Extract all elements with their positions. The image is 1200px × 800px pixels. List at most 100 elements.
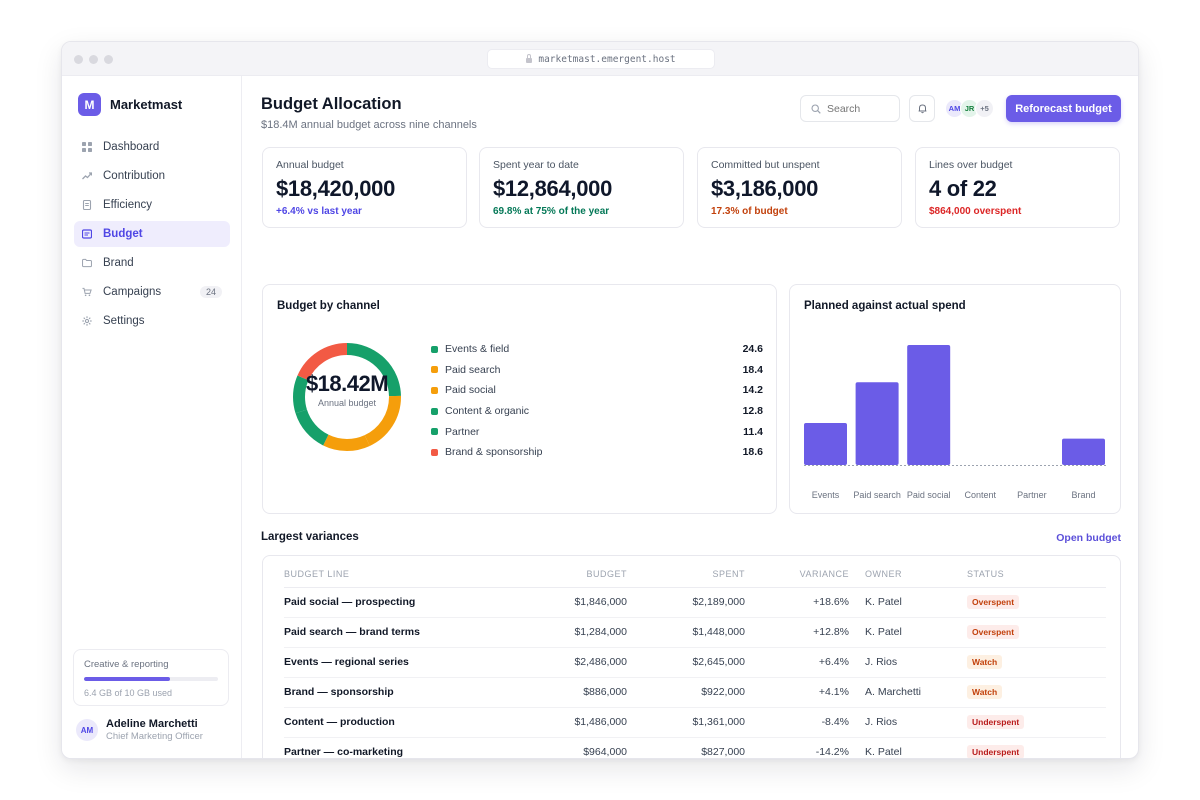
- notifications-button[interactable]: [909, 95, 935, 122]
- address-bar[interactable]: marketmast.emergent.host: [487, 49, 715, 69]
- status-badge: Overspent: [967, 625, 1020, 639]
- document-icon: [82, 200, 92, 210]
- legend-item[interactable]: Partner 11.4: [431, 421, 763, 442]
- donut-slice[interactable]: [293, 343, 401, 451]
- page-title: Budget Allocation: [261, 95, 402, 113]
- bar[interactable]: [855, 382, 899, 465]
- kpi-spent-ytd: Spent year to date $12,864,000 69.8% at …: [479, 147, 684, 228]
- donut-slice[interactable]: [293, 343, 401, 451]
- variances-table-body: Paid social — prospecting $1,846,000 $2,18…: [284, 587, 1106, 759]
- brand-logo: M: [78, 93, 101, 116]
- open-budget-link[interactable]: Open budget: [1056, 532, 1121, 544]
- sidebar: M Marketmast Dashboard Contribution E: [62, 76, 242, 758]
- status-badge: Overspent: [967, 595, 1020, 609]
- storage-title: Creative & reporting: [84, 659, 169, 670]
- legend-value: 14.2: [742, 384, 763, 397]
- sidebar-item-label: Campaigns: [103, 286, 162, 298]
- channel-donut-chart: [293, 343, 401, 451]
- column-header-variance[interactable]: VARIANCE: [745, 562, 849, 588]
- cell-variance: +12.8%: [745, 617, 849, 648]
- donut-slice[interactable]: [293, 343, 401, 451]
- cell-owner: K. Patel: [849, 617, 967, 648]
- sidebar-item-budget[interactable]: Budget: [74, 221, 230, 247]
- window-minimize-dot[interactable]: [89, 55, 98, 64]
- bar[interactable]: [907, 345, 951, 465]
- legend-label: Paid search: [445, 363, 501, 376]
- search-input[interactable]: [827, 102, 895, 115]
- browser-chrome: marketmast.emergent.host: [62, 42, 1138, 76]
- cell-budget-line: Events — regional series: [284, 647, 502, 678]
- user-profile[interactable]: AM Adeline Marchetti Chief Marketing Off…: [76, 718, 203, 742]
- sidebar-item-efficiency[interactable]: Efficiency: [74, 192, 230, 218]
- campaigns-count-badge: 24: [199, 286, 222, 298]
- browser-window: marketmast.emergent.host M Marketmast Da…: [61, 41, 1139, 759]
- bell-icon: [918, 104, 926, 114]
- kpi-note: 69.8% at 75% of the year: [493, 206, 610, 217]
- sidebar-item-label: Budget: [103, 228, 143, 240]
- brand-name: Marketmast: [110, 97, 183, 112]
- cell-owner: J. Rios: [849, 707, 967, 738]
- legend-item[interactable]: Paid social 14.2: [431, 380, 763, 401]
- window-close-dot[interactable]: [74, 55, 83, 64]
- legend-swatch: [431, 448, 438, 456]
- cart-icon: [82, 287, 92, 297]
- table-row[interactable]: Events — regional series $2,486,000 $2,645…: [284, 647, 1106, 678]
- column-header-owner[interactable]: OWNER: [849, 562, 967, 588]
- cell-budget: $1,486,000: [502, 707, 627, 738]
- sidebar-item-label: Brand: [103, 257, 134, 269]
- sidebar-item-label: Dashboard: [103, 141, 160, 153]
- window-maximize-dot[interactable]: [104, 55, 113, 64]
- reforecast-budget-button[interactable]: Reforecast budget: [1006, 95, 1121, 122]
- cell-budget: $2,486,000: [502, 647, 627, 678]
- legend-swatch: [431, 407, 438, 415]
- sidebar-item-brand[interactable]: Brand: [74, 250, 230, 276]
- grid-icon: [82, 142, 92, 152]
- column-header-budget-line[interactable]: BUDGET LINE: [284, 562, 502, 588]
- search-box[interactable]: [800, 95, 900, 122]
- cell-budget: $1,846,000: [502, 587, 627, 618]
- table-row[interactable]: Partner — co-marketing $964,000 $827,000 -1…: [284, 737, 1106, 759]
- legend-label: Partner: [445, 425, 480, 438]
- legend-item[interactable]: Content & organic 12.8: [431, 401, 763, 422]
- column-header-budget[interactable]: BUDGET: [502, 562, 627, 588]
- bar-x-label: Brand: [1071, 490, 1096, 500]
- status-badge: Underspent: [967, 715, 1025, 729]
- legend-label: Content & organic: [445, 405, 530, 418]
- sidebar-item-campaigns[interactable]: Campaigns 24: [74, 279, 230, 305]
- table-row[interactable]: Content — production $1,486,000 $1,361,000…: [284, 707, 1106, 738]
- bar[interactable]: [1062, 438, 1105, 465]
- sidebar-item-dashboard[interactable]: Dashboard: [74, 134, 230, 160]
- avatar: AM: [76, 719, 98, 741]
- legend-value: 11.4: [743, 425, 763, 438]
- legend-item[interactable]: Brand & sponsorship 18.6: [431, 442, 763, 463]
- budget-icon: [82, 229, 92, 239]
- donut-slice[interactable]: [293, 343, 401, 451]
- kpi-label: Committed but unspent: [711, 159, 820, 171]
- kpi-note: $864,000 overspent: [929, 206, 1022, 217]
- storage-widget[interactable]: Creative & reporting 6.4 GB of 10 GB use…: [73, 649, 229, 706]
- cell-status: Watch: [967, 677, 1106, 708]
- status-badge: Watch: [967, 655, 1003, 669]
- legend-value: 18.4: [742, 363, 763, 376]
- cell-budget-line: Partner — co-marketing: [284, 746, 404, 759]
- lock-icon: [526, 53, 533, 63]
- brand[interactable]: M Marketmast: [78, 93, 182, 116]
- column-header-spent[interactable]: SPENT: [627, 562, 745, 588]
- collaborator-avatars[interactable]: AM JR +5: [945, 99, 994, 118]
- planned-vs-actual-bar-chart: [804, 345, 1108, 466]
- legend-item[interactable]: Paid search 18.4: [431, 360, 763, 381]
- bar[interactable]: [804, 423, 847, 465]
- table-row[interactable]: Paid social — prospecting $1,846,000 $2,18…: [284, 587, 1106, 618]
- sidebar-item-contribution[interactable]: Contribution: [74, 163, 230, 189]
- gear-icon: [82, 316, 92, 326]
- kpi-value: $12,864,000: [493, 176, 613, 201]
- cell-budget-line: Content — production: [284, 707, 502, 738]
- kpi-lines-over-budget: Lines over budget 4 of 22 $864,000 overs…: [915, 147, 1120, 228]
- storage-progress-fill: [84, 677, 170, 681]
- table-row[interactable]: Paid search — brand terms $1,284,000 $1,44…: [284, 617, 1106, 648]
- sidebar-item-settings[interactable]: Settings: [74, 308, 230, 334]
- table-row[interactable]: Brand — sponsorship $886,000 $922,000 +4.1%…: [284, 677, 1106, 708]
- cell-budget-line: Brand — sponsorship: [284, 677, 502, 708]
- column-header-status[interactable]: STATUS: [967, 562, 1106, 588]
- legend-item[interactable]: Events & field 24.6: [431, 339, 763, 360]
